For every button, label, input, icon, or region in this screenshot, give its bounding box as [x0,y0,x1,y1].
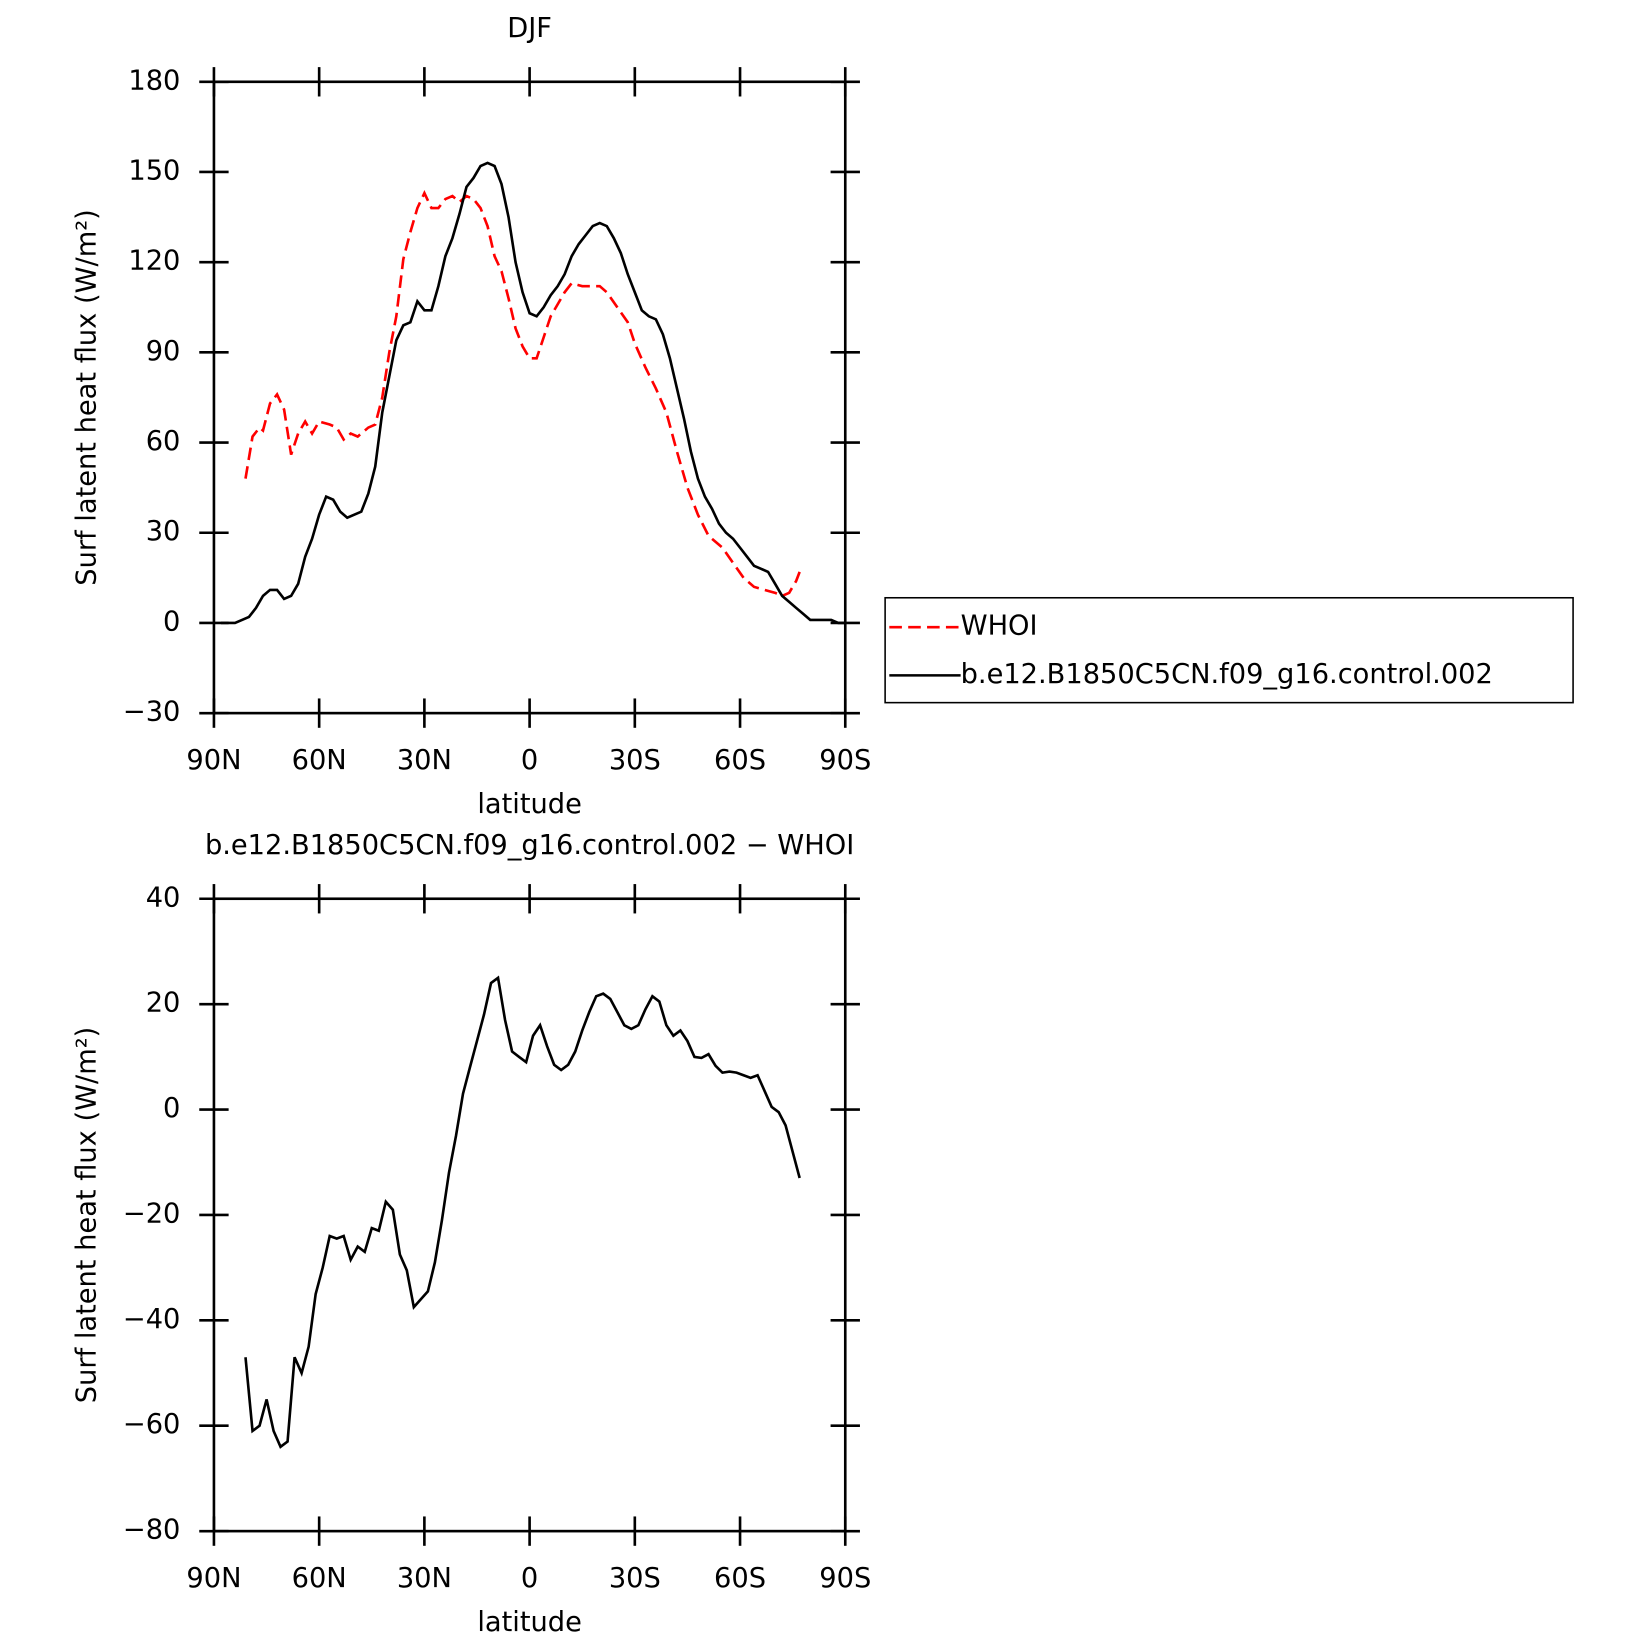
y-tick-label: 0 [163,1093,180,1124]
plot-frame [212,897,847,1533]
x-axis-label: latitude [477,789,582,820]
y-tick-label: 150 [128,155,180,186]
chart-title: b.e12.B1850C5CN.f09_g16.control.002 − WH… [205,830,854,861]
x-tick-label: 30S [609,745,661,776]
x-tick-label: 90S [819,745,871,776]
y-tick-label: −40 [123,1304,181,1335]
data-line [244,189,801,598]
x-axis-label: latitude [477,1607,582,1636]
y-tick-label: 40 [146,882,181,913]
y-tick-label: 60 [146,426,181,457]
y-tick-label: 90 [146,336,181,367]
x-tick-label: 90N [186,1563,241,1594]
legend-box [884,596,1574,704]
plot-frame [212,80,847,715]
y-tick-label: 0 [163,606,180,637]
y-tick-label: −20 [123,1198,181,1229]
y-tick-label: 30 [146,516,181,547]
x-tick-label: 30N [397,1563,452,1594]
x-tick-label: 0 [521,745,538,776]
x-tick-label: 60N [292,1563,347,1594]
x-tick-label: 0 [521,1563,538,1594]
y-tick-label: −30 [123,697,181,728]
data-line [244,975,801,1449]
legend-label: WHOI [961,611,1038,642]
x-tick-label: 60N [292,745,347,776]
x-tick-label: 30N [397,745,452,776]
y-axis-label: Surf latent heat flux (W/m²) [72,1027,103,1404]
x-tick-label: 60S [714,745,766,776]
x-tick-label: 60S [714,1563,766,1594]
legend-label: b.e12.B1850C5CN.f09_g16.control.002 [961,659,1493,690]
data-line [220,161,846,625]
x-tick-label: 30S [609,1563,661,1594]
x-tick-label: 90S [819,1563,871,1594]
y-tick-label: 20 [146,988,181,1019]
y-tick-label: −60 [123,1409,181,1440]
y-tick-label: 120 [128,246,180,277]
chart-title: DJF [507,13,552,44]
y-tick-label: 180 [128,65,180,96]
y-tick-label: −80 [123,1515,181,1546]
y-axis-label: Surf latent heat flux (W/m²) [72,209,103,586]
x-tick-label: 90N [186,745,241,776]
